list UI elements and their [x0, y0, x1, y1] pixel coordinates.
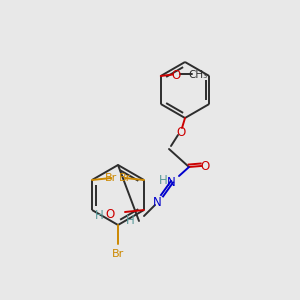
Text: N: N — [153, 196, 161, 209]
Text: H: H — [126, 214, 134, 227]
Text: O: O — [106, 208, 115, 221]
Text: H: H — [95, 209, 104, 222]
Text: CH₃: CH₃ — [188, 70, 207, 80]
Text: Br: Br — [119, 173, 131, 183]
Text: O: O — [171, 69, 180, 82]
Text: Br: Br — [105, 173, 117, 183]
Text: O: O — [200, 160, 210, 173]
Text: N: N — [167, 176, 176, 189]
Text: Br: Br — [112, 249, 124, 259]
Text: H: H — [159, 174, 167, 187]
Text: O: O — [176, 126, 186, 139]
